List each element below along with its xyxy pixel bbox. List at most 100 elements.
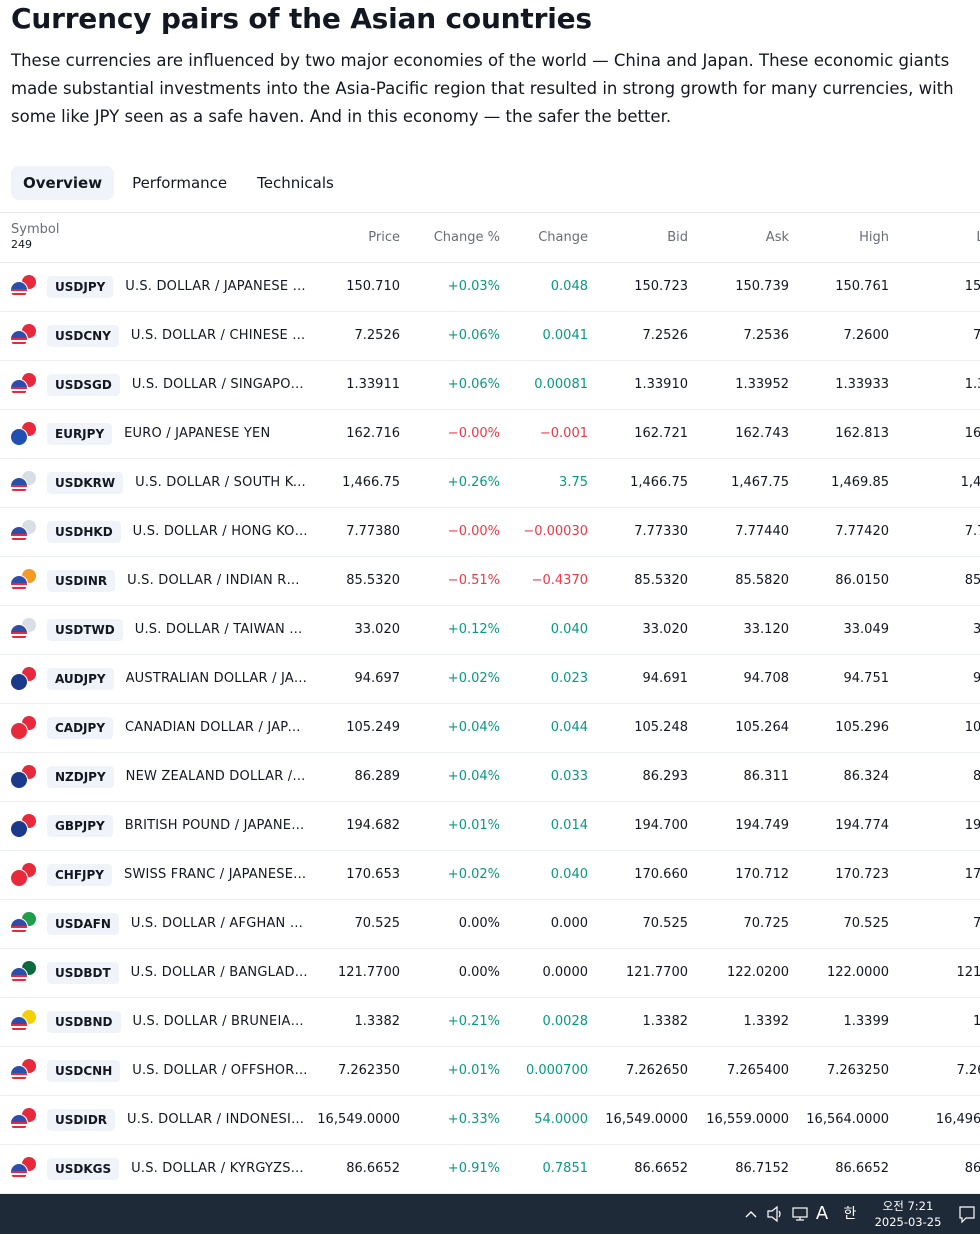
currency-flag-icon <box>10 470 36 495</box>
table-row[interactable]: USDJPY U.S. DOLLAR / JAPANESE YEN 150.710 +… <box>0 262 980 312</box>
symbol-ticker-badge[interactable]: USDIDR <box>47 1108 116 1131</box>
network-icon[interactable] <box>789 1194 811 1234</box>
ask-cell: 33.120 <box>696 605 797 655</box>
pair-description[interactable]: U.S. DOLLAR / KYRGYZSTANI SOM <box>131 1161 308 1176</box>
symbol-cell: NZDJPY NEW ZEALAND DOLLAR / JAPANESE YEN <box>0 752 314 802</box>
table-row[interactable]: USDBND U.S. DOLLAR / BRUNEIAN DOLLAR 1.338… <box>0 997 980 1047</box>
high-cell: 105.296 <box>797 703 897 753</box>
table-row[interactable]: USDKGS U.S. DOLLAR / KYRGYZSTANI SOM 86.66… <box>0 1144 980 1194</box>
pair-description[interactable]: U.S. DOLLAR / OFFSHORE CHINESE YUAN <box>132 1063 308 1078</box>
table-row[interactable]: USDKRW U.S. DOLLAR / SOUTH KOREAN WON 1,46… <box>0 458 980 508</box>
pair-description[interactable]: U.S. DOLLAR / TAIWAN NEW DOLLAR <box>134 622 308 637</box>
table-row[interactable]: USDTWD U.S. DOLLAR / TAIWAN NEW DOLLAR 33.… <box>0 605 980 655</box>
symbol-cell: USDSGD U.S. DOLLAR / SINGAPORE DOLLAR <box>0 360 314 410</box>
currency-table: Symbol 249 Price Change % Change Bid Ask… <box>0 213 980 1194</box>
low-cell: 16,496.00 <box>897 1095 980 1145</box>
table-row[interactable]: CADJPY CANADIAN DOLLAR / JAPANESE YEN 105.… <box>0 703 980 753</box>
table-row[interactable]: USDSGD U.S. DOLLAR / SINGAPORE DOLLAR 1.33… <box>0 360 980 410</box>
table-row[interactable]: GBPJPY BRITISH POUND / JAPANESE YEN 194.68… <box>0 801 980 851</box>
pair-description[interactable]: AUSTRALIAN DOLLAR / JAPANESE YEN <box>125 671 308 686</box>
pair-description[interactable]: U.S. DOLLAR / BRUNEIAN DOLLAR <box>132 1014 309 1029</box>
symbol-ticker-badge[interactable]: USDCNY <box>47 324 119 347</box>
pair-description[interactable]: U.S. DOLLAR / SOUTH KOREAN WON <box>135 475 308 490</box>
column-header-price[interactable]: Price <box>314 213 408 263</box>
change-cell: 0.0000 <box>508 948 596 998</box>
ime-language-indicator[interactable]: A <box>815 1203 829 1224</box>
pair-description[interactable]: U.S. DOLLAR / BANGLADESHI TAKA <box>130 965 308 980</box>
base-currency-flag-icon <box>10 476 28 495</box>
change-cell: 0.0028 <box>508 997 596 1047</box>
currency-flag-icon <box>10 519 36 544</box>
table-row[interactable]: USDBDT U.S. DOLLAR / BANGLADESHI TAKA 121.… <box>0 948 980 998</box>
symbol-ticker-badge[interactable]: USDKGS <box>47 1157 120 1180</box>
ime-mode-indicator[interactable]: 한 <box>843 1206 857 1222</box>
pair-description[interactable]: U.S. DOLLAR / INDIAN RUPEE <box>127 573 308 588</box>
pair-description[interactable]: U.S. DOLLAR / AFGHAN AFGHANI <box>130 916 308 931</box>
symbol-ticker-badge[interactable]: USDBND <box>47 1010 121 1033</box>
change-cell: −0.001 <box>508 409 596 459</box>
symbol-ticker-badge[interactable]: USDTWD <box>47 618 123 641</box>
symbol-ticker-badge[interactable]: USDJPY <box>47 275 114 298</box>
bid-cell: 16,549.0000 <box>596 1095 696 1145</box>
taskbar-clock[interactable]: 오전 7:21 2025-03-25 <box>872 1198 944 1230</box>
column-header-change-pct[interactable]: Change % <box>408 213 508 263</box>
column-header-ask[interactable]: Ask <box>696 213 797 263</box>
chat-icon[interactable] <box>956 1194 978 1234</box>
ask-cell: 7.77440 <box>696 507 797 557</box>
symbol-ticker-badge[interactable]: CADJPY <box>47 716 114 739</box>
table-row[interactable]: CHFJPY SWISS FRANC / JAPANESE YEN 170.653 +… <box>0 850 980 900</box>
symbol-ticker-badge[interactable]: USDAFN <box>47 912 119 935</box>
column-header-change[interactable]: Change <box>508 213 596 263</box>
pair-description[interactable]: U.S. DOLLAR / INDONESIAN RUPIAH <box>127 1112 308 1127</box>
pair-description[interactable]: EURO / JAPANESE YEN <box>124 426 271 441</box>
pair-description[interactable]: NEW ZEALAND DOLLAR / JAPANESE YEN <box>125 769 308 784</box>
table-row[interactable]: EURJPY EURO / JAPANESE YEN 162.716 −0.00% −0… <box>0 409 980 459</box>
pair-description[interactable]: SWISS FRANC / JAPANESE YEN <box>124 867 308 882</box>
symbol-ticker-badge[interactable]: NZDJPY <box>47 765 114 788</box>
symbol-ticker-badge[interactable]: USDBDT <box>47 961 119 984</box>
symbol-ticker-badge[interactable]: USDSGD <box>47 373 120 396</box>
bid-cell: 121.7700 <box>596 948 696 998</box>
table-row[interactable]: USDAFN U.S. DOLLAR / AFGHAN AFGHANI 70.525… <box>0 899 980 949</box>
symbol-ticker-badge[interactable]: CHFJPY <box>47 863 112 886</box>
tab-performance[interactable]: Performance <box>132 174 228 192</box>
symbol-ticker-badge[interactable]: USDCNH <box>47 1059 121 1082</box>
table-row[interactable]: USDCNH U.S. DOLLAR / OFFSHORE CHINESE YUA… <box>0 1046 980 1096</box>
pair-description[interactable]: CANADIAN DOLLAR / JAPANESE YEN <box>125 720 308 735</box>
table-row[interactable]: USDINR U.S. DOLLAR / INDIAN RUPEE 85.5320−… <box>0 556 980 606</box>
table-row[interactable]: USDIDR U.S. DOLLAR / INDONESIAN RUPIAH 16,… <box>0 1095 980 1145</box>
change-pct-cell: +0.26% <box>408 458 508 508</box>
symbol-ticker-badge[interactable]: EURJPY <box>47 422 113 445</box>
change-cell: 0.033 <box>508 752 596 802</box>
column-header-low[interactable]: Low <box>897 213 980 263</box>
pair-description[interactable]: BRITISH POUND / JAPANESE YEN <box>124 818 308 833</box>
speaker-icon[interactable] <box>764 1194 786 1234</box>
low-cell: 86.66 <box>897 1144 980 1194</box>
symbol-ticker-badge[interactable]: USDINR <box>47 569 116 592</box>
page-description: These currencies are influenced by two m… <box>11 51 954 126</box>
symbol-cell: USDIDR U.S. DOLLAR / INDONESIAN RUPIAH <box>0 1095 314 1145</box>
bid-cell: 105.248 <box>596 703 696 753</box>
column-header-symbol[interactable]: Symbol 249 <box>0 213 314 263</box>
change-pct-cell: 0.00% <box>408 899 508 949</box>
table-row[interactable]: USDHKD U.S. DOLLAR / HONG KONG DOLLAR 7.77… <box>0 507 980 557</box>
symbol-ticker-badge[interactable]: AUDJPY <box>47 667 114 690</box>
column-header-high[interactable]: High <box>797 213 897 263</box>
show-hidden-icons-chevron-icon[interactable] <box>742 1194 760 1234</box>
column-header-bid[interactable]: Bid <box>596 213 696 263</box>
price-cell: 85.5320 <box>314 556 408 606</box>
pair-description[interactable]: U.S. DOLLAR / JAPANESE YEN <box>125 279 308 294</box>
pair-description[interactable]: U.S. DOLLAR / HONG KONG DOLLAR <box>132 524 308 539</box>
table-row[interactable]: AUDJPY AUSTRALIAN DOLLAR / JAPANESE YEN 94… <box>0 654 980 704</box>
pair-description[interactable]: U.S. DOLLAR / SINGAPORE DOLLAR <box>131 377 308 392</box>
symbol-ticker-badge[interactable]: GBPJPY <box>47 814 113 837</box>
tab-technicals[interactable]: Technicals <box>257 174 334 192</box>
currency-flag-icon <box>10 1058 36 1083</box>
symbol-ticker-badge[interactable]: USDKRW <box>47 471 124 494</box>
tab-overview[interactable]: Overview <box>11 166 115 200</box>
high-cell: 1.33933 <box>797 360 897 410</box>
symbol-ticker-badge[interactable]: USDHKD <box>47 520 121 543</box>
table-row[interactable]: NZDJPY NEW ZEALAND DOLLAR / JAPANESE YEN 8… <box>0 752 980 802</box>
pair-description[interactable]: U.S. DOLLAR / CHINESE YUAN <box>130 328 308 343</box>
